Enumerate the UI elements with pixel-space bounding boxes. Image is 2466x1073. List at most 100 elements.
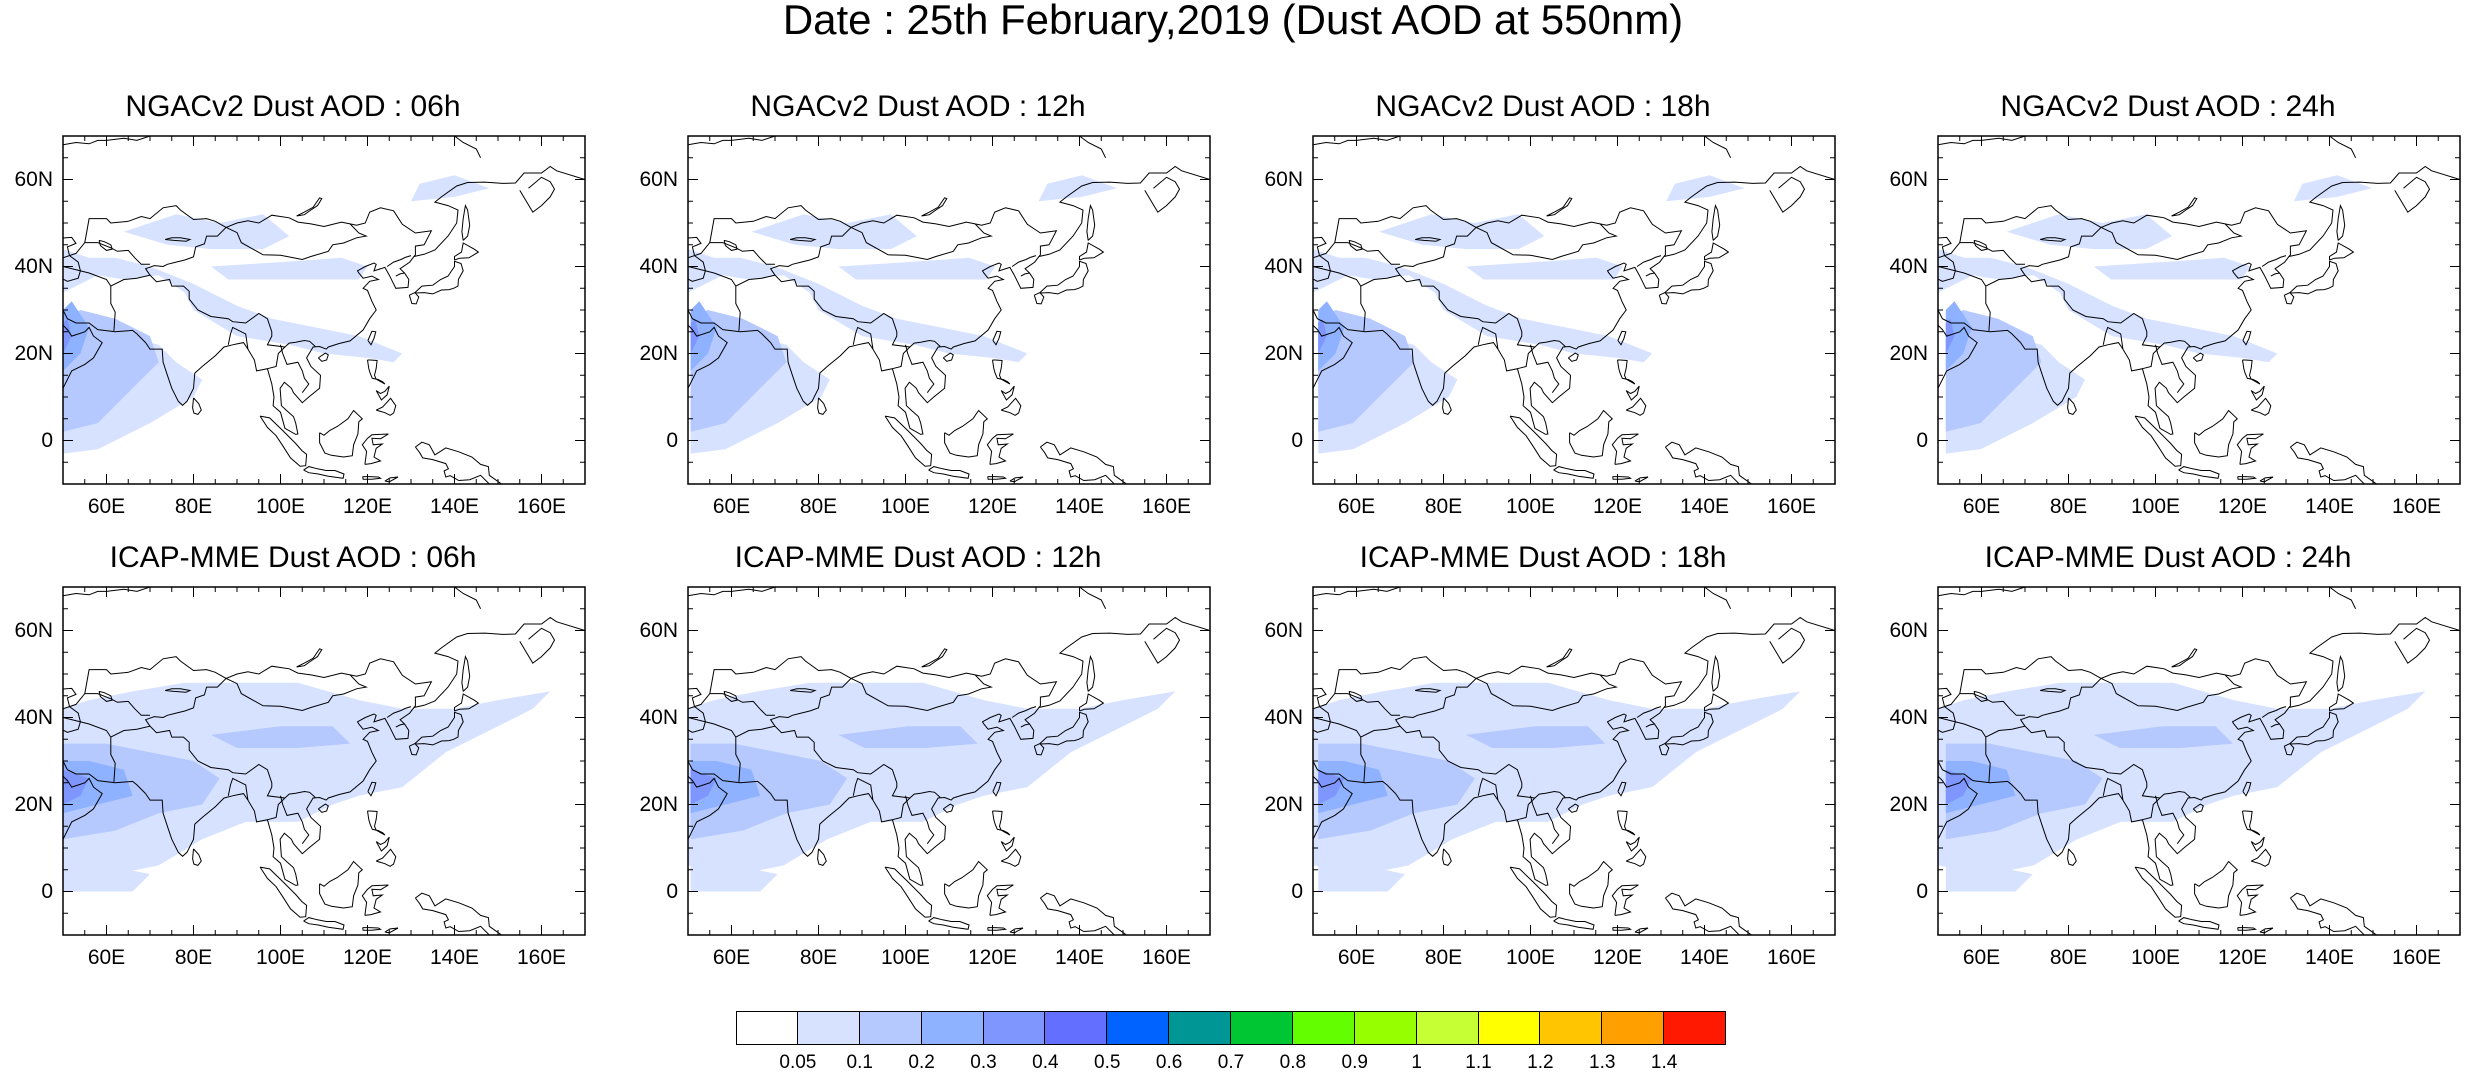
coastline — [905, 795, 935, 844]
coastline — [280, 795, 310, 844]
coastline — [992, 781, 1002, 797]
coastline — [1509, 415, 1558, 467]
coastline — [367, 781, 377, 797]
map-panel-icap-mme-06h: ICAP-MME Dust AOD : 06h 60E 80E 100E 120E 140… — [8, 541, 586, 1013]
coastline — [386, 706, 412, 718]
y-tick-label: 60N — [14, 167, 53, 191]
x-tick-label: 120E — [1592, 495, 1643, 518]
coastline — [1517, 797, 1536, 821]
coastline — [1334, 205, 1477, 243]
colorbar-label: 1.4 — [1650, 1052, 1678, 1073]
coastline — [1645, 272, 1655, 277]
y-tick-label: 60N — [1264, 167, 1303, 191]
coastline — [2067, 397, 2077, 415]
coastline — [144, 658, 433, 727]
coastline — [225, 223, 368, 261]
coastline — [384, 476, 399, 483]
dust-aod-area — [1318, 310, 1414, 432]
coastline — [928, 466, 970, 479]
coastline — [735, 274, 941, 348]
coastline — [1938, 760, 2021, 794]
coastline — [2134, 866, 2183, 918]
colorbar-swatch — [1540, 1011, 1603, 1045]
coastline — [986, 433, 1014, 465]
coastline — [688, 309, 771, 343]
coastline — [2394, 176, 2431, 213]
map-plot — [687, 135, 1211, 485]
coastline — [63, 775, 103, 840]
coastline — [1360, 725, 1566, 799]
map-panel-ngacv2-24h: NGACv2 Dust AOD : 24h 60E 80E 100E 120E 140E 1… — [1883, 92, 2461, 562]
x-tick-label: 160E — [516, 946, 567, 969]
coastline — [1497, 165, 1835, 435]
colorbar-label: 0.5 — [1094, 1052, 1121, 1073]
y-tick-label: 60N — [14, 618, 53, 642]
dust-aod-area — [2006, 214, 2172, 250]
coastline — [2236, 884, 2264, 916]
coastline — [227, 326, 249, 350]
coastline — [367, 359, 386, 385]
coastline — [1569, 860, 1614, 909]
y-tick-label: 40N — [1264, 705, 1303, 729]
coastline — [296, 648, 323, 668]
coastline — [1497, 616, 1835, 886]
coastline — [2242, 781, 2252, 797]
x-tick-label: 100E — [255, 946, 306, 969]
coastline — [735, 725, 941, 799]
panel-title: ICAP-MME Dust AOD : 06h — [109, 541, 477, 574]
colorbar-label: 0.3 — [970, 1052, 997, 1073]
colorbar-swatch — [1292, 1011, 1355, 1045]
y-tick-label: 60N — [639, 618, 678, 642]
coastline — [1636, 706, 1662, 718]
x-tick-label: 120E — [2217, 495, 2268, 518]
coastline — [1475, 674, 1618, 712]
coastline — [872, 616, 1210, 886]
coastline — [2250, 397, 2272, 416]
y-tick-label: 20N — [1264, 341, 1303, 365]
dust-aod-area — [688, 249, 1028, 363]
y-tick-label: 0 — [666, 879, 678, 903]
coastline — [1415, 237, 1442, 242]
coastline — [2336, 655, 2346, 692]
coastline — [267, 797, 286, 821]
coastline — [375, 836, 390, 852]
coastline — [852, 326, 874, 350]
y-tick-label: 60N — [1889, 167, 1928, 191]
coastline — [1011, 706, 1037, 718]
coastline — [2329, 693, 2355, 712]
y-tick-label: 20N — [14, 341, 53, 365]
coastline — [395, 723, 405, 728]
coastline — [2329, 587, 2357, 610]
coastline — [384, 927, 399, 934]
x-tick-label: 120E — [1592, 946, 1643, 969]
coastline — [362, 476, 383, 480]
y-tick-label: 0 — [1916, 428, 1928, 452]
colorbar-label: 1 — [1411, 1052, 1422, 1073]
coastline — [2242, 330, 2252, 346]
x-tick-label: 60E — [1337, 495, 1376, 518]
coastline — [2259, 927, 2274, 934]
coastline — [192, 848, 202, 866]
coastline — [2270, 723, 2280, 728]
coastline — [2290, 441, 2378, 484]
dust-aod-area — [690, 310, 787, 432]
coastline — [2067, 848, 2077, 866]
coastline — [2289, 260, 2339, 295]
coastline — [1475, 223, 1618, 261]
panel-title: ICAP-MME Dust AOD : 12h — [734, 541, 1102, 574]
coastline — [247, 616, 585, 886]
map-plot — [62, 135, 586, 485]
map-frame — [1312, 135, 1836, 485]
dust-aod-area — [2093, 257, 2251, 280]
coastline — [1611, 884, 1639, 916]
colorbar-label: 0.05 — [779, 1052, 817, 1073]
coastline — [769, 658, 1058, 727]
x-tick-label: 160E — [1766, 495, 1817, 518]
coastline — [1313, 136, 1401, 146]
coastline — [1625, 836, 1640, 852]
coastline — [688, 242, 775, 265]
dust-aod-area — [2293, 175, 2373, 202]
colorbar-swatch — [797, 1011, 860, 1045]
coastline — [84, 205, 227, 243]
coastline — [1658, 291, 1670, 305]
